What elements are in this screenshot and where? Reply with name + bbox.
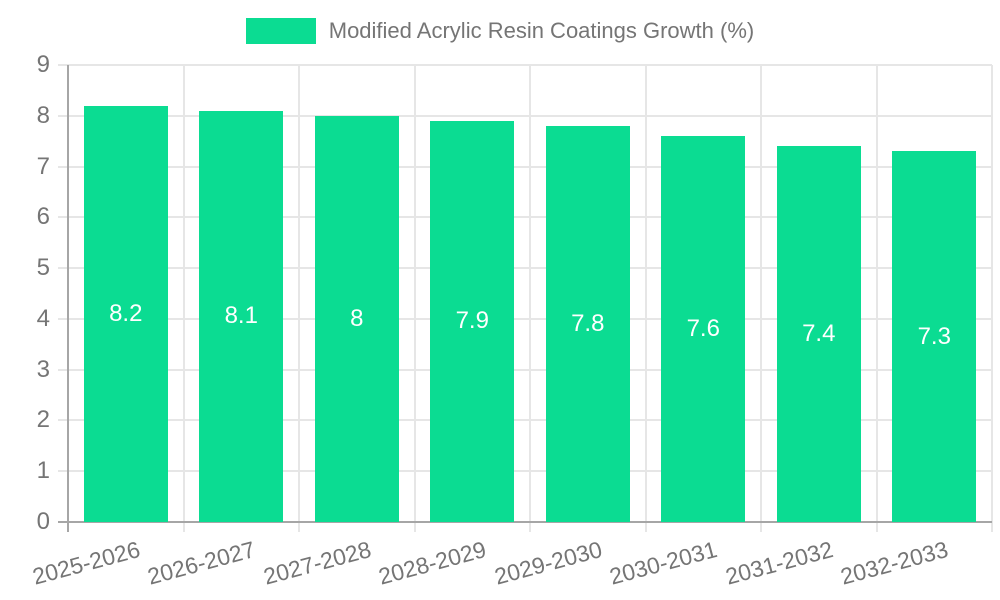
x-axis-label: 2026-2027	[144, 536, 258, 590]
y-gridline	[58, 64, 992, 66]
y-gridline	[58, 317, 992, 320]
legend-swatch-icon	[245, 18, 316, 44]
x-axis-line	[58, 521, 992, 523]
bar-value-label: 7.4	[802, 320, 836, 348]
bar-value-label: 8.2	[109, 299, 143, 327]
y-gridline	[58, 419, 992, 422]
bar	[83, 105, 168, 522]
y-gridline	[58, 216, 992, 219]
bar-value-label: 7.3	[917, 322, 951, 350]
y-gridline	[58, 368, 992, 371]
x-axis-label: 2032-2033	[837, 536, 951, 590]
y-axis-tick-label: 1	[36, 457, 50, 485]
bar	[776, 146, 861, 522]
x-gridline	[991, 65, 993, 532]
y-axis-tick-label: 7	[36, 152, 50, 180]
y-axis-tick-label: 9	[36, 51, 50, 78]
x-gridline	[875, 65, 878, 532]
x-gridline	[760, 65, 762, 532]
legend-label: Modified Acrylic Resin Coatings Growth (…	[328, 18, 755, 43]
x-axis-label: 2029-2030	[491, 536, 605, 590]
legend: Modified Acrylic Resin Coatings Growth (…	[0, 16, 1000, 46]
x-gridline	[413, 65, 416, 532]
bar	[199, 110, 284, 522]
y-gridline	[58, 165, 992, 168]
y-axis-tick-label: 8	[36, 101, 50, 129]
legend-item[interactable]: Modified Acrylic Resin Coatings Growth (…	[245, 18, 755, 44]
y-gridline	[58, 470, 992, 473]
bar	[545, 125, 630, 522]
y-axis-tick-label: 2	[36, 406, 50, 434]
x-axis-label: 2031-2032	[722, 536, 836, 590]
x-gridline	[182, 65, 185, 532]
x-gridline	[298, 65, 300, 532]
bar-value-label: 8	[350, 304, 364, 332]
x-axis-label: 2027-2028	[260, 536, 374, 590]
y-axis-tick-label: 4	[36, 304, 50, 332]
bar	[661, 136, 746, 522]
bar-value-label: 7.6	[686, 315, 720, 343]
x-axis-label: 2025-2026	[29, 536, 143, 590]
bar	[892, 151, 977, 522]
bar-value-label: 7.8	[571, 309, 605, 337]
x-axis-label: 2030-2031	[606, 536, 720, 590]
y-axis-line	[67, 65, 69, 532]
x-gridline	[644, 65, 647, 532]
bar-value-label: 8.1	[224, 302, 258, 330]
y-axis-tick-label: 6	[36, 203, 50, 231]
x-axis-label: 2028-2029	[375, 536, 489, 590]
x-gridline	[529, 65, 531, 532]
bar-value-label: 7.9	[455, 307, 489, 335]
y-gridline	[58, 267, 992, 270]
bar	[314, 115, 399, 522]
y-gridline	[58, 114, 992, 117]
y-axis-tick-label: 0	[36, 508, 50, 535]
y-axis-tick-label: 3	[36, 355, 50, 383]
y-axis-tick-label: 5	[36, 254, 50, 282]
bar	[430, 120, 515, 522]
